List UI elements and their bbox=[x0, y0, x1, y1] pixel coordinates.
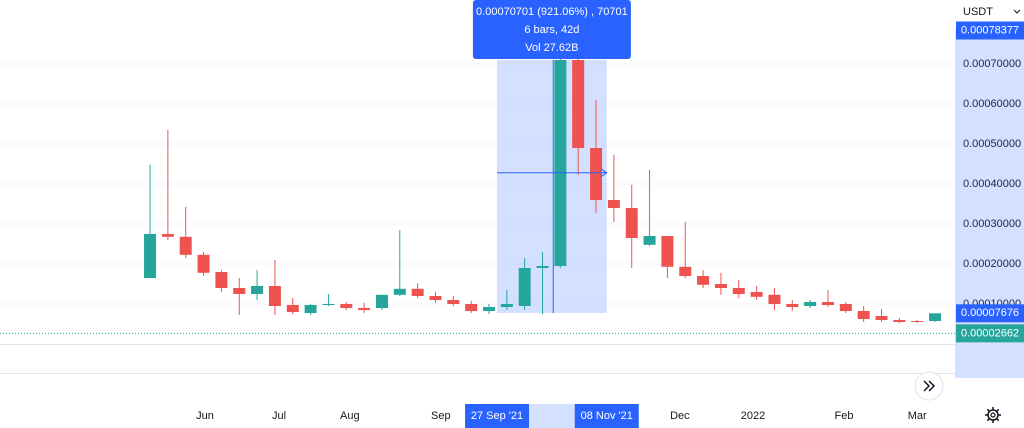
currency-dropdown[interactable] bbox=[1013, 9, 1021, 14]
tooltip-line: Vol 27.62B bbox=[525, 42, 578, 54]
y-tick-label: 0.00030000 bbox=[963, 218, 1021, 230]
y-tick-label: 0.00040000 bbox=[963, 178, 1021, 190]
y-tick-label: 0.00060000 bbox=[963, 98, 1021, 110]
candle-body bbox=[447, 300, 460, 304]
candle-body bbox=[215, 272, 228, 288]
candle-body bbox=[732, 288, 745, 294]
candle-body bbox=[322, 304, 335, 305]
candle-body bbox=[679, 266, 692, 276]
candle-body bbox=[893, 320, 906, 322]
date-label: 08 Nov '21 bbox=[581, 410, 633, 422]
candle-body bbox=[857, 311, 870, 319]
candle-body bbox=[572, 60, 585, 148]
candle-body bbox=[661, 236, 674, 267]
currency-label[interactable]: USDT bbox=[963, 6, 993, 18]
candle-body bbox=[375, 294, 388, 308]
y-tick-label: 0.00070000 bbox=[963, 58, 1021, 70]
price-label-box bbox=[956, 21, 1024, 40]
tooltip-line: 6 bars, 42d bbox=[524, 24, 579, 36]
candle-body bbox=[911, 321, 924, 322]
x-tick-label: Dec bbox=[670, 410, 690, 422]
price-label-box bbox=[956, 304, 1024, 323]
candle-body bbox=[518, 268, 531, 306]
candle-body bbox=[554, 60, 567, 266]
candle-body bbox=[233, 288, 246, 294]
candle-body bbox=[393, 288, 406, 295]
x-tick-label: Aug bbox=[340, 410, 360, 422]
candle-body bbox=[750, 292, 763, 297]
y-tick-label: 0.00020000 bbox=[963, 258, 1021, 270]
selection-area bbox=[497, 60, 607, 313]
price-label: 0.00078377 bbox=[961, 24, 1019, 36]
candle-body bbox=[144, 234, 157, 278]
scroll-button[interactable] bbox=[914, 371, 944, 401]
candle-body bbox=[768, 294, 781, 304]
price-label: 0.00002662 bbox=[961, 327, 1019, 339]
candle-body bbox=[358, 308, 371, 310]
candle-body bbox=[536, 266, 549, 268]
arrow-head bbox=[600, 168, 608, 178]
price-label: 0.00007676 bbox=[961, 307, 1019, 319]
candle-body bbox=[804, 302, 817, 306]
candle-body bbox=[429, 296, 442, 300]
candle-body bbox=[340, 304, 353, 308]
candle-body bbox=[625, 208, 638, 238]
tooltip-box bbox=[472, 0, 631, 59]
candle-body bbox=[786, 304, 799, 307]
x-tick-label: Jun bbox=[196, 410, 214, 422]
candle-body bbox=[697, 276, 710, 285]
date-label-box bbox=[574, 404, 639, 428]
price-axis: USDT bbox=[963, 6, 1021, 18]
date-label-box bbox=[465, 404, 530, 428]
x-tick-label: Jul bbox=[272, 410, 286, 422]
candle-body bbox=[929, 313, 942, 321]
candle-body bbox=[821, 302, 834, 305]
candle-body bbox=[179, 236, 192, 255]
candle-body bbox=[465, 304, 478, 311]
price-label-box bbox=[956, 324, 1024, 343]
y-tick-label: 0.00050000 bbox=[963, 138, 1021, 150]
settings-button[interactable] bbox=[985, 407, 1001, 423]
candle-body bbox=[714, 284, 727, 288]
x-tick-label: Sep bbox=[431, 410, 451, 422]
candle-body bbox=[161, 234, 174, 237]
candle-body bbox=[268, 286, 281, 306]
candle-body bbox=[286, 305, 299, 312]
candle-body bbox=[483, 307, 496, 311]
candle-body bbox=[875, 316, 888, 320]
candle-body bbox=[304, 305, 317, 313]
candle-body bbox=[251, 286, 264, 294]
x-tick-label: Feb bbox=[835, 410, 854, 422]
candle-body bbox=[590, 148, 603, 200]
tooltip-line: 0.00070701 (921.06%) , 70701 bbox=[476, 6, 628, 18]
candle-body bbox=[197, 254, 210, 273]
candle-body bbox=[839, 304, 852, 311]
candle-body bbox=[500, 304, 513, 307]
candle-body bbox=[643, 236, 656, 245]
candle-body bbox=[411, 288, 424, 296]
x-tick-label: 2022 bbox=[741, 410, 765, 422]
x-tick-label: Mar bbox=[908, 410, 927, 422]
plot bbox=[0, 0, 955, 334]
candle-body bbox=[607, 200, 620, 208]
date-label: 27 Sep '21 bbox=[471, 410, 523, 422]
